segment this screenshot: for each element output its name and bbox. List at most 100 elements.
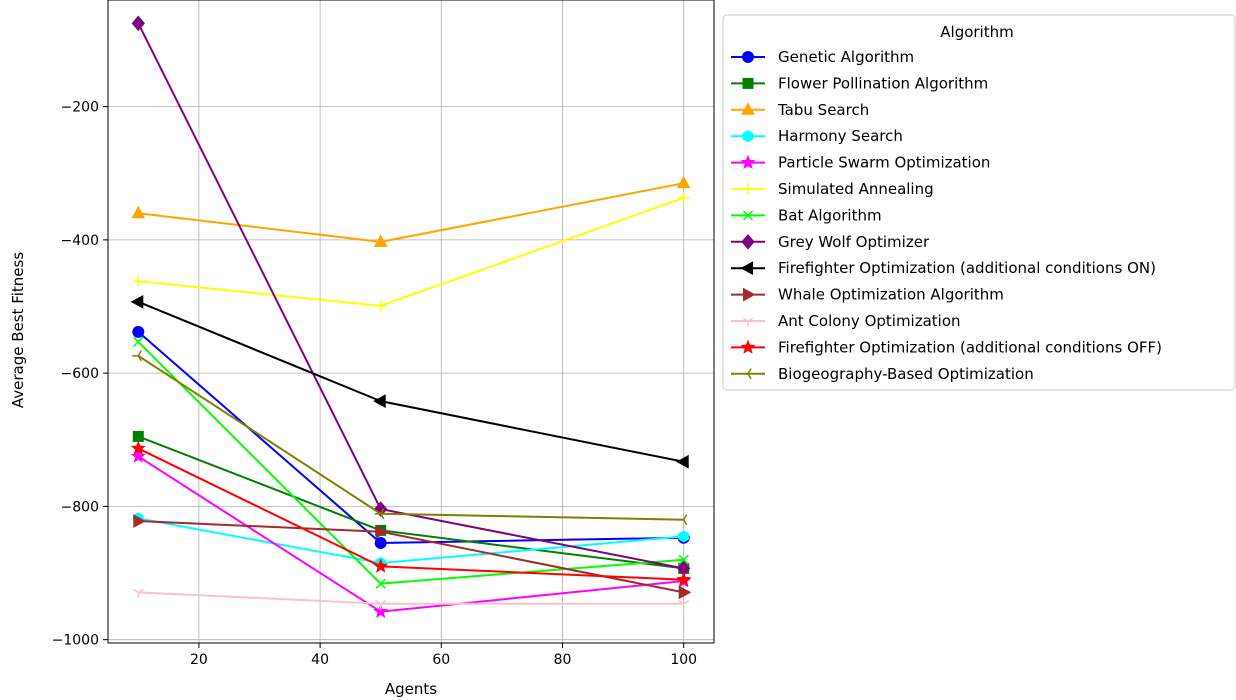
legend-entry: Harmony Search xyxy=(731,127,903,145)
data-point xyxy=(676,454,689,469)
series-2 xyxy=(131,175,691,247)
legend-marker xyxy=(741,102,755,115)
legend-marker xyxy=(742,51,754,63)
legend-label: Particle Swarm Optimization xyxy=(778,154,990,172)
data-point xyxy=(678,530,689,543)
data-point xyxy=(374,537,387,550)
series-4 xyxy=(130,448,692,619)
series-5 xyxy=(132,192,690,312)
y-tick-label: −800 xyxy=(61,499,99,515)
legend-entry: Flower Pollination Algorithm xyxy=(731,74,988,92)
legend-marker xyxy=(742,317,754,327)
legend-marker xyxy=(743,287,756,302)
series-10 xyxy=(132,588,690,610)
data-point xyxy=(132,275,144,287)
data-point xyxy=(131,15,145,32)
data-point xyxy=(373,234,388,247)
data-point xyxy=(132,325,145,338)
data-point xyxy=(678,554,689,565)
legend-label: Simulated Annealing xyxy=(778,180,934,198)
data-point xyxy=(374,508,385,520)
data-point xyxy=(130,440,146,455)
data-point xyxy=(130,448,146,463)
plot-frame xyxy=(107,0,715,644)
legend-label: Ant Colony Optimization xyxy=(778,312,961,330)
legend-entry: Genetic Algorithm xyxy=(731,48,914,66)
legend-marker xyxy=(742,130,754,143)
data-point xyxy=(375,524,389,539)
y-tick-label: −600 xyxy=(61,366,99,382)
legend-box xyxy=(722,14,1236,391)
legend-entry: Particle Swarm Optimization xyxy=(731,154,990,172)
legend-label: Whale Optimization Algorithm xyxy=(778,286,1004,304)
legend-label: Bat Algorithm xyxy=(778,206,882,224)
legend-label: Genetic Algorithm xyxy=(778,48,914,66)
legend-marker xyxy=(742,368,752,380)
legend-label: Flower Pollination Algorithm xyxy=(778,74,988,92)
legend-label: Tabu Search xyxy=(777,101,869,119)
legend-marker xyxy=(742,210,754,221)
legend: Algorithm Genetic Algorithm Flower Pollin… xyxy=(722,14,1236,391)
axis-ticks: 20 40 60 80 100 −1000 −800 −600 −400 −200 xyxy=(52,100,697,668)
data-point xyxy=(373,394,386,408)
data-point xyxy=(133,336,144,347)
legend-marker xyxy=(741,234,755,250)
y-tick-label: −1000 xyxy=(52,633,99,649)
series-6 xyxy=(133,336,689,589)
legend-marker xyxy=(740,339,756,354)
legend-marker xyxy=(742,183,754,195)
legend-entry: Firefighter Optimization (additional con… xyxy=(731,338,1162,356)
series-8 xyxy=(130,295,689,469)
x-tick-label: 40 xyxy=(311,652,329,668)
data-point xyxy=(676,571,692,587)
data-point xyxy=(133,514,146,528)
legend-marker xyxy=(740,154,756,169)
legend-entry: Simulated Annealing xyxy=(731,180,934,198)
legend-label: Grey Wolf Optimizer xyxy=(778,233,930,251)
x-tick-label: 60 xyxy=(432,652,450,668)
data-point xyxy=(374,501,388,517)
series-9 xyxy=(133,514,692,600)
legend-entry: Firefighter Optimization (additional con… xyxy=(731,259,1156,277)
legend-label: Firefighter Optimization (additional con… xyxy=(778,259,1156,277)
data-point xyxy=(373,558,389,573)
data-point xyxy=(677,514,688,526)
data-point xyxy=(131,205,146,219)
data-point xyxy=(375,600,387,610)
legend-entry: Tabu Search xyxy=(731,101,869,119)
series-7 xyxy=(131,15,691,577)
legend-marker xyxy=(740,261,753,276)
x-tick-label: 80 xyxy=(554,652,572,668)
data-point xyxy=(132,430,144,442)
y-axis-label: Average Best Fitness xyxy=(9,252,27,408)
legend-entry: Grey Wolf Optimizer xyxy=(731,233,930,251)
data-point xyxy=(375,300,387,312)
legend-label: Firefighter Optimization (additional con… xyxy=(778,338,1162,356)
legend-label: Biogeography-Based Optimization xyxy=(778,365,1034,383)
legend-marker xyxy=(742,77,754,89)
legend-entry: Whale Optimization Algorithm xyxy=(731,286,1004,304)
data-point xyxy=(373,603,389,619)
grid xyxy=(108,0,714,643)
y-tick-label: −400 xyxy=(61,233,99,249)
legend-entry: Bat Algorithm xyxy=(731,206,882,224)
data-point xyxy=(375,578,386,589)
legend-label: Harmony Search xyxy=(778,127,903,145)
data-point xyxy=(678,192,690,204)
legend-entry: Biogeography-Based Optimization xyxy=(731,365,1034,383)
data-point xyxy=(130,295,144,309)
data-point xyxy=(132,350,142,362)
series-12 xyxy=(132,350,688,526)
series-11 xyxy=(130,440,692,587)
legend-items: Genetic Algorithm Flower Pollination Algo… xyxy=(731,48,1162,383)
x-tick-label: 100 xyxy=(670,652,697,668)
data-point xyxy=(678,600,690,610)
legend-title: Algorithm xyxy=(940,23,1013,41)
x-axis-label: Agents xyxy=(385,680,437,698)
data-point xyxy=(676,175,691,189)
x-tick-label: 20 xyxy=(190,652,208,668)
series-group xyxy=(130,15,692,619)
legend-entry: Ant Colony Optimization xyxy=(731,312,961,330)
data-point xyxy=(132,588,144,599)
